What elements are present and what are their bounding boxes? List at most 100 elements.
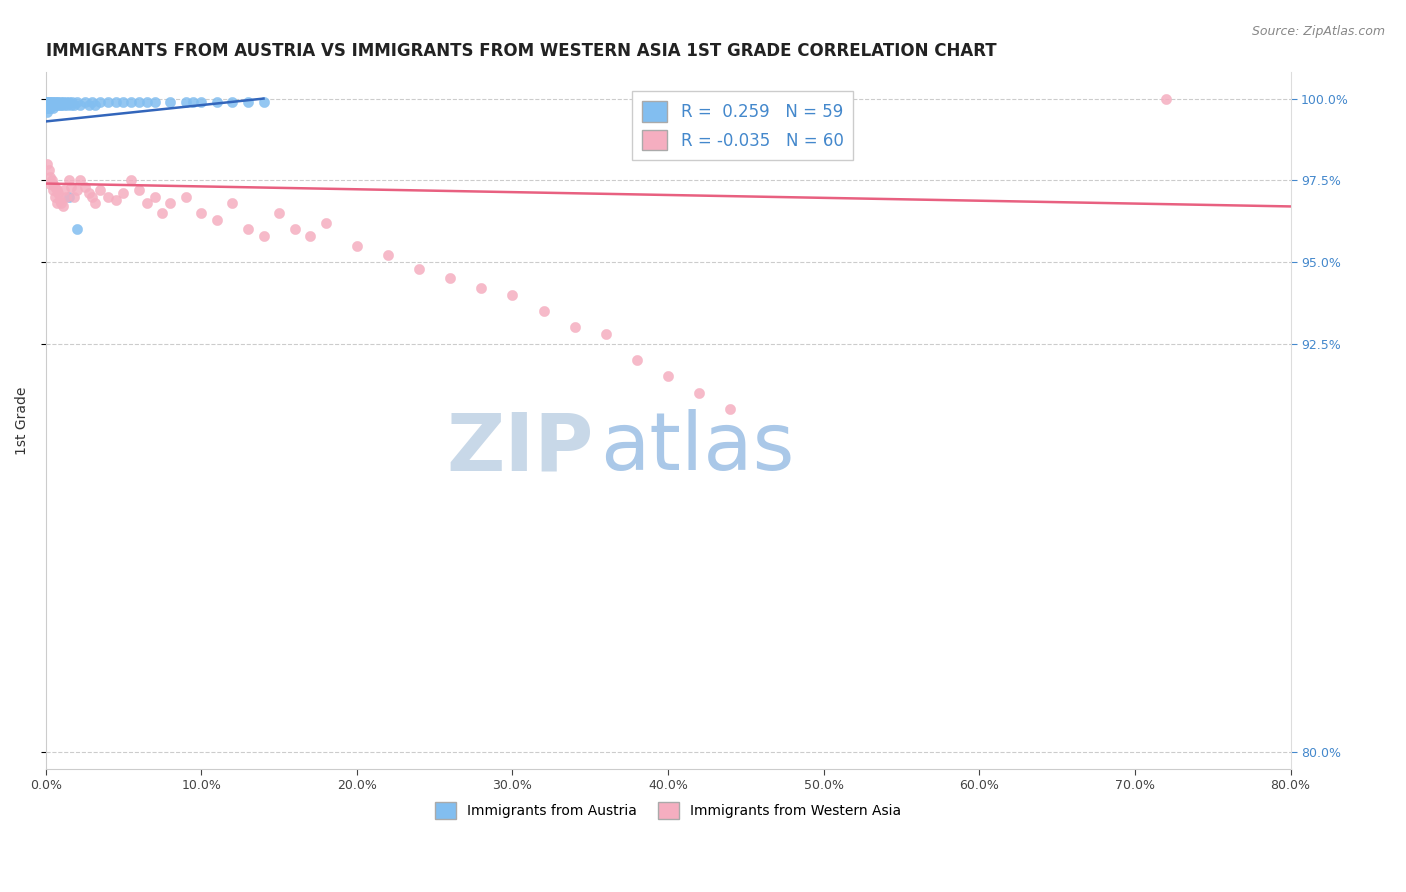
Point [52, 199, 75, 213]
Point [37, 104, 59, 119]
Point [46, 186, 69, 201]
Point [284, 222, 307, 236]
Point [120, 173, 142, 187]
Point [718, 402, 741, 417]
Point [42, 95, 65, 109]
Point [42, 177, 65, 191]
Point [41, 98, 63, 112]
Point [97, 189, 120, 203]
Point [82, 95, 104, 109]
Point [135, 196, 157, 211]
Point [62, 98, 84, 112]
Point [73, 95, 96, 109]
Y-axis label: 1st Grade: 1st Grade [15, 386, 30, 455]
Point [55, 95, 77, 109]
Text: ZIP: ZIP [446, 409, 593, 487]
Point [42, 102, 65, 116]
Point [45, 95, 67, 109]
Point [60, 95, 83, 109]
Point [128, 183, 150, 197]
Legend: Immigrants from Austria, Immigrants from Western Asia: Immigrants from Austria, Immigrants from… [430, 797, 907, 824]
Point [55, 189, 77, 203]
Point [315, 216, 337, 230]
Point [39, 169, 62, 184]
Point [37, 98, 59, 112]
Point [58, 173, 80, 187]
Point [346, 238, 368, 252]
Text: IMMIGRANTS FROM AUSTRIA VS IMMIGRANTS FROM WESTERN ASIA 1ST GRADE CORRELATION CH: IMMIGRANTS FROM AUSTRIA VS IMMIGRANTS FR… [45, 42, 997, 60]
Point [45, 196, 67, 211]
Point [38, 98, 60, 112]
Point [104, 193, 127, 207]
Point [252, 95, 274, 109]
Point [77, 186, 100, 201]
Point [688, 385, 710, 400]
Point [174, 189, 197, 203]
Point [267, 206, 290, 220]
Point [56, 98, 79, 112]
Point [39, 177, 62, 191]
Point [66, 95, 89, 109]
Text: atlas: atlas [599, 409, 794, 487]
Point [37, 102, 59, 116]
Point [408, 261, 430, 276]
Point [377, 248, 399, 262]
Point [533, 304, 555, 318]
Point [69, 173, 91, 187]
Point [44, 189, 66, 203]
Point [77, 98, 100, 112]
Point [39, 95, 62, 109]
Point [89, 183, 111, 197]
Point [53, 183, 76, 197]
Point [73, 179, 96, 194]
Point [37, 95, 59, 109]
Point [59, 98, 82, 112]
Point [58, 189, 80, 203]
Point [48, 98, 70, 112]
Point [37, 157, 59, 171]
Point [39, 98, 62, 112]
Point [143, 95, 166, 109]
Point [190, 95, 212, 109]
Point [502, 287, 524, 301]
Point [62, 189, 84, 203]
Point [44, 98, 66, 112]
Point [135, 95, 157, 109]
Point [39, 102, 62, 116]
Point [143, 189, 166, 203]
Point [38, 95, 60, 109]
Point [38, 163, 60, 178]
Point [190, 206, 212, 220]
Point [221, 95, 243, 109]
Point [112, 186, 135, 201]
Point [45, 98, 67, 112]
Point [51, 196, 73, 211]
Point [44, 95, 66, 109]
Point [159, 95, 181, 109]
Point [66, 183, 89, 197]
Point [595, 326, 617, 341]
Point [48, 193, 70, 207]
Point [69, 98, 91, 112]
Point [58, 95, 80, 109]
Point [41, 95, 63, 109]
Point [174, 95, 197, 109]
Point [84, 196, 107, 211]
Point [45, 183, 67, 197]
Point [51, 98, 73, 112]
Point [41, 173, 63, 187]
Point [205, 212, 228, 227]
Point [120, 95, 142, 109]
Point [84, 98, 107, 112]
Point [1154, 92, 1177, 106]
Point [42, 98, 65, 112]
Point [221, 196, 243, 211]
Point [564, 320, 586, 334]
Point [236, 95, 259, 109]
Point [159, 196, 181, 211]
Point [470, 281, 492, 295]
Point [66, 222, 89, 236]
Point [112, 95, 135, 109]
Point [150, 206, 173, 220]
Point [657, 369, 679, 384]
